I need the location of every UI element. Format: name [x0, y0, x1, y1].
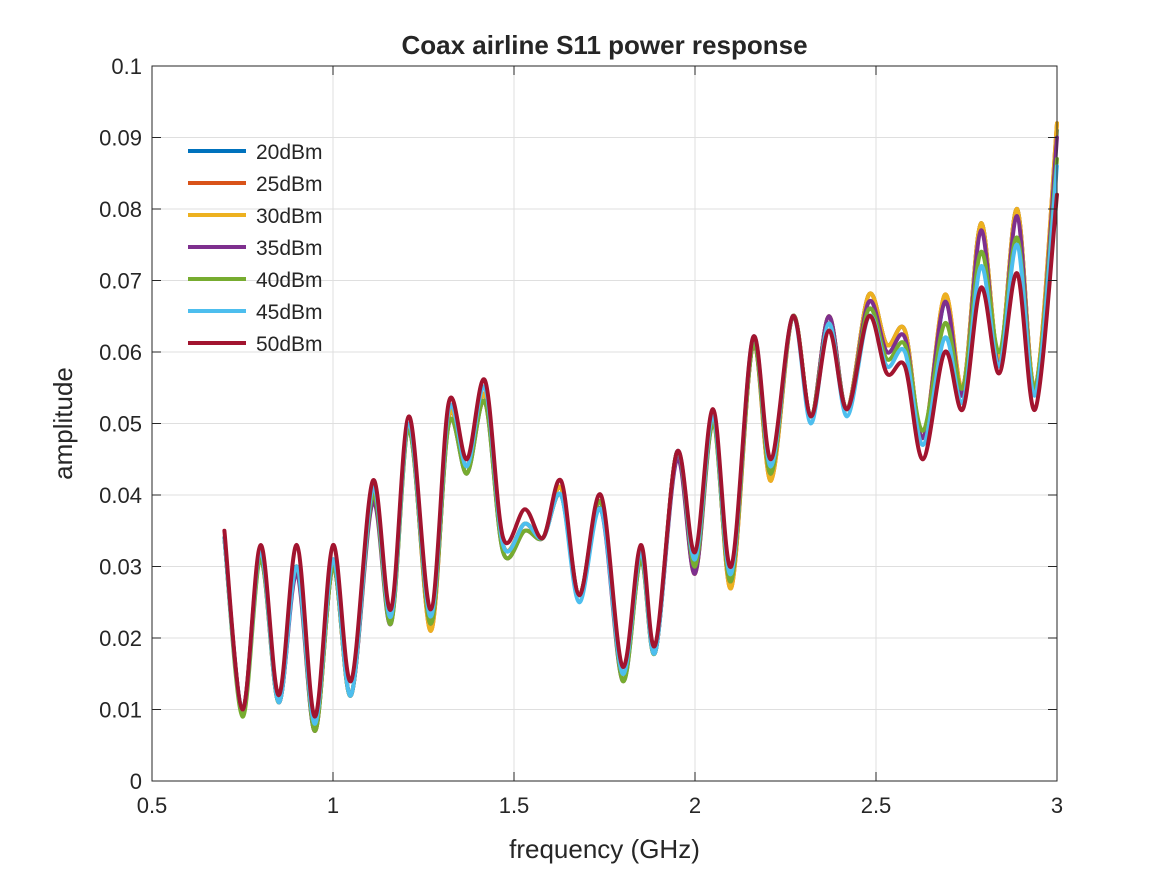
y-tick-label: 0.05	[99, 412, 142, 437]
y-tick-label: 0.03	[99, 555, 142, 580]
legend-label: 25dBm	[256, 173, 323, 196]
series-lines	[222, 121, 1059, 733]
x-tick-label: 2	[689, 793, 701, 818]
legend-label: 45dBm	[256, 301, 323, 324]
series-line-50dBm	[222, 192, 1059, 719]
y-tick-label: 0.02	[99, 626, 142, 651]
axis-ticks: 0.5 1 1.5 2 2.5 3 0 0.01 0.02 0.03 0.04 0.05 0.06 0.0…	[99, 54, 1063, 818]
x-tick-label: 3	[1051, 793, 1063, 818]
y-tick-label: 0.09	[99, 126, 142, 151]
x-tick-label: 0.5	[137, 793, 168, 818]
y-tick-label: 0.07	[99, 269, 142, 294]
x-axis-label: frequency (GHz)	[509, 834, 700, 864]
y-tick-label: 0.1	[111, 54, 142, 79]
x-tick-label: 1	[327, 793, 339, 818]
y-tick-label: 0	[130, 769, 142, 794]
legend-label: 30dBm	[256, 205, 323, 228]
y-tick-label: 0.06	[99, 340, 142, 365]
x-tick-label: 1.5	[499, 793, 530, 818]
chart-title: Coax airline S11 power response	[401, 30, 807, 60]
legend: 20dBm 25dBm 30dBm 35dBm 40dBm 45dBm 50dBm	[188, 141, 323, 356]
legend-label: 20dBm	[256, 141, 323, 164]
legend-label: 35dBm	[256, 237, 323, 260]
y-tick-label: 0.04	[99, 483, 142, 508]
y-tick-label: 0.08	[99, 197, 142, 222]
x-tick-label: 2.5	[861, 793, 892, 818]
legend-label: 40dBm	[256, 269, 323, 292]
y-axis-label: amplitude	[48, 367, 78, 480]
legend-label: 50dBm	[256, 333, 323, 356]
y-tick-label: 0.01	[99, 698, 142, 723]
